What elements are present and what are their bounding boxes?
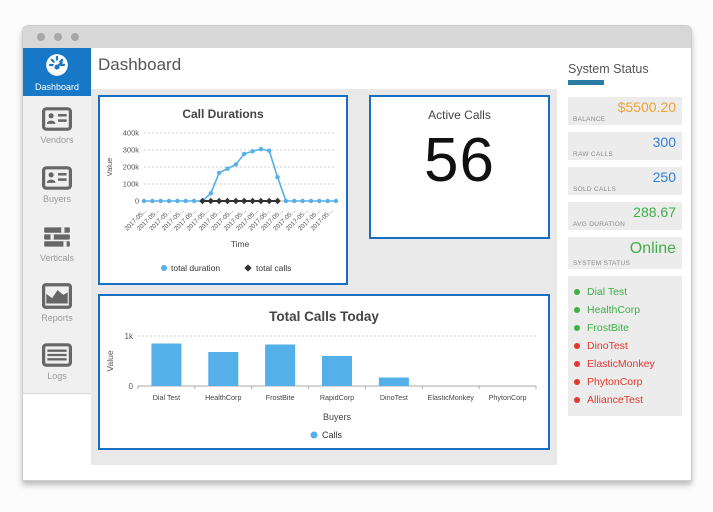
service-name: PhytonCorp — [587, 376, 643, 388]
sidebar-item-vendors[interactable]: Vendors — [23, 96, 91, 155]
svg-text:FrostBite: FrostBite — [266, 393, 295, 402]
service-status-row: AllianceTest — [574, 391, 676, 409]
svg-text:Call Durations: Call Durations — [182, 107, 264, 121]
gauge-icon — [44, 52, 70, 78]
svg-text:300k: 300k — [123, 146, 140, 155]
svg-text:Buyers: Buyers — [323, 412, 352, 422]
service-status-row: ElasticMonkey — [574, 355, 676, 373]
svg-text:total duration: total duration — [171, 263, 220, 273]
stat-card: 288.67 AVG DURATION — [568, 202, 682, 230]
service-name: AllianceTest — [587, 394, 644, 406]
svg-text:1k: 1k — [125, 332, 134, 341]
stat-label: AVG DURATION — [573, 221, 626, 228]
svg-text:HealthCorp: HealthCorp — [205, 393, 241, 402]
status-dot-icon — [574, 379, 580, 385]
sidebar-item-dashboard[interactable]: Dashboard — [23, 48, 91, 96]
sidebar-item-reports[interactable]: Reports — [23, 273, 91, 332]
call-durations-card: Call Durations Value 0 100k 200k 300k 400k 2017… — [98, 95, 348, 285]
call-durations-chart: Call DurationsValue0100k200k300k400k2017… — [105, 107, 339, 273]
stat-value: 250 — [652, 169, 676, 185]
title-underline — [568, 80, 604, 85]
stat-card: 300 RAW CALLS — [568, 132, 682, 160]
active-calls-card: Active Calls 56 — [369, 95, 550, 239]
svg-text:200k: 200k — [123, 163, 140, 172]
total-calls-today-card: Total Calls Today Value 1k 0 Dial Test Health… — [98, 294, 550, 450]
system-status-title: System Status — [568, 62, 649, 76]
stat-value: 288.67 — [633, 204, 676, 220]
area-chart-icon — [42, 282, 72, 309]
svg-text:0: 0 — [135, 197, 139, 206]
window-titlebar — [23, 26, 691, 48]
status-dot-icon — [574, 307, 580, 313]
sidebar-item-buyers[interactable]: Buyers — [23, 155, 91, 214]
dashboard-content-panel: Call Durations Value 0 100k 200k 300k 400k 2017… — [91, 89, 557, 465]
page-title: Dashboard — [98, 55, 182, 74]
svg-text:400k: 400k — [123, 129, 140, 138]
stats-list: $5500.20 BALANCE 300 RAW CALLS 250 SOLD … — [568, 97, 682, 269]
window-control-icon[interactable] — [37, 33, 45, 41]
stat-card: $5500.20 BALANCE — [568, 97, 682, 125]
system-status-panel: System Status $5500.20 BALANCE 300 RAW C… — [568, 62, 682, 416]
window-control-icon[interactable] — [71, 33, 79, 41]
status-dot-icon — [574, 343, 580, 349]
stat-label: BALANCE — [573, 116, 606, 123]
stat-label: RAW CALLS — [573, 151, 614, 158]
bars-icon — [42, 225, 72, 249]
svg-text:Time: Time — [231, 239, 250, 249]
stat-label: SOLD CALLS — [573, 186, 617, 193]
stat-card: 250 SOLD CALLS — [568, 167, 682, 195]
services-status-list: Dial Test HealthCorp FrostBite DinoTest … — [568, 276, 682, 416]
svg-text:Value: Value — [105, 158, 114, 177]
svg-text:ElasticMonkey: ElasticMonkey — [428, 393, 475, 402]
svg-text:100k: 100k — [123, 180, 140, 189]
service-status-row: Dial Test — [574, 283, 676, 301]
service-name: ElasticMonkey — [587, 358, 655, 370]
left-sidebar: Dashboard Vendors Buyers Verticals Repor… — [23, 48, 91, 394]
status-dot-icon — [574, 325, 580, 331]
service-name: DinoTest — [587, 340, 628, 352]
service-status-row: FrostBite — [574, 319, 676, 337]
stat-value: $5500.20 — [617, 99, 676, 115]
app-window: Dashboard Vendors Buyers Verticals Repor… — [22, 25, 692, 481]
service-status-row: PhytonCorp — [574, 373, 676, 391]
svg-text:Value: Value — [105, 350, 115, 371]
service-name: FrostBite — [587, 322, 630, 334]
sidebar-item-logs[interactable]: Logs — [23, 332, 91, 391]
svg-text:total calls: total calls — [256, 263, 291, 273]
service-status-row: DinoTest — [574, 337, 676, 355]
service-name: Dial Test — [587, 286, 628, 298]
status-dot-icon — [574, 397, 580, 403]
stat-label: SYSTEM STATUS — [573, 260, 631, 267]
svg-text:Calls: Calls — [322, 430, 343, 440]
svg-text:RapidCorp: RapidCorp — [320, 393, 354, 402]
svg-text:Dial Test: Dial Test — [153, 393, 180, 402]
service-name: HealthCorp — [587, 304, 641, 316]
active-calls-title: Active Calls — [428, 108, 491, 122]
stat-value: Online — [629, 240, 676, 257]
window-control-icon[interactable] — [54, 33, 62, 41]
service-status-row: HealthCorp — [574, 301, 676, 319]
status-dot-icon — [574, 289, 580, 295]
svg-text:DinoTest: DinoTest — [380, 393, 408, 402]
id-card-icon — [42, 165, 72, 190]
svg-text:0: 0 — [129, 382, 134, 391]
sidebar-item-verticals[interactable]: Verticals — [23, 214, 91, 273]
total-calls-today-chart: Total Calls Today Value 1k 0 Dial Test Health… — [105, 309, 537, 440]
stat-value: 300 — [652, 134, 676, 150]
svg-text:PhytonCorp: PhytonCorp — [489, 393, 527, 402]
status-dot-icon — [574, 361, 580, 367]
stat-card: Online SYSTEM STATUS — [568, 237, 682, 269]
id-card-icon — [42, 106, 72, 131]
list-icon — [42, 342, 72, 367]
active-calls-value: 56 — [424, 126, 495, 195]
svg-text:Total Calls Today: Total Calls Today — [269, 309, 379, 324]
